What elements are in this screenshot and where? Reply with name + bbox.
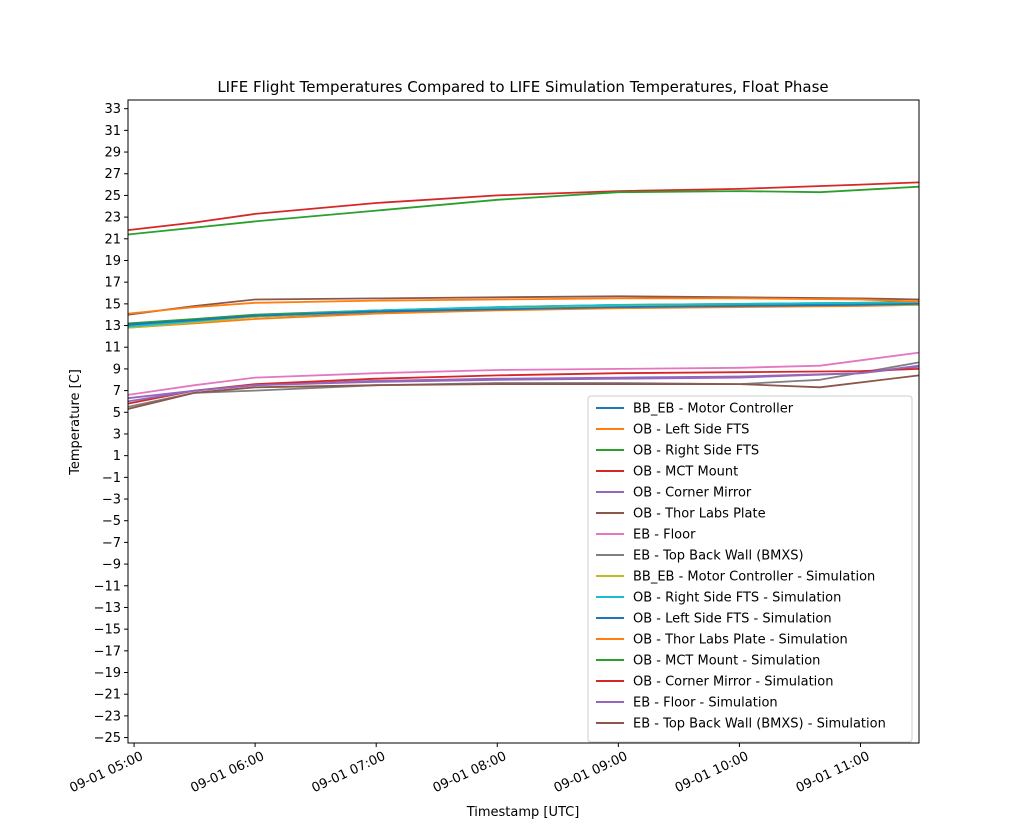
x-axis-label: Timestamp [UTC] — [466, 805, 580, 820]
x-tick-label: 09-01 09:00 — [552, 749, 630, 796]
y-tick-label: 23 — [104, 211, 121, 226]
y-tick-label: −21 — [94, 688, 121, 703]
x-tick-label: 09-01 11:00 — [794, 749, 872, 796]
y-tick-label: −15 — [94, 623, 121, 638]
y-tick-label: −23 — [94, 709, 121, 724]
y-tick-label: 5 — [113, 406, 121, 421]
series-line-6 — [127, 351, 920, 396]
y-tick-label: 17 — [104, 276, 121, 291]
x-tick-label: 09-01 08:00 — [431, 749, 509, 796]
y-tick-label: −9 — [102, 558, 121, 573]
y-tick-label: −1 — [102, 471, 121, 486]
legend-entry: EB - Top Back Wall (BMXS) — [633, 549, 804, 564]
y-tick-label: 25 — [104, 189, 121, 204]
legend-entry: OB - MCT Mount — [633, 465, 738, 480]
legend-box — [587, 395, 913, 743]
legend-entry: OB - Right Side FTS — [633, 444, 759, 459]
legend-entry: OB - MCT Mount - Simulation — [633, 654, 820, 669]
legend-entry: OB - Thor Labs Plate - Simulation — [633, 633, 848, 648]
legend-entry: EB - Floor - Simulation — [633, 696, 778, 711]
y-axis: −25−23−21−19−17−15−13−11−9−7−5−3−1135791… — [94, 102, 128, 746]
y-tick-label: 21 — [104, 232, 121, 247]
chart-title: LIFE Flight Temperatures Compared to LIF… — [217, 78, 828, 96]
y-tick-label: 7 — [113, 384, 121, 399]
y-tick-label: 19 — [104, 254, 121, 269]
y-tick-label: 15 — [104, 297, 121, 312]
x-tick-label: 09-01 10:00 — [673, 749, 751, 796]
series-line-5 — [127, 295, 920, 316]
series-line-10 — [127, 303, 920, 326]
legend-entry: OB - Corner Mirror — [633, 486, 752, 501]
series-line-7 — [127, 361, 920, 408]
y-tick-label: −7 — [102, 536, 121, 551]
legend-entry: OB - Left Side FTS — [633, 423, 749, 438]
y-tick-label: −19 — [94, 666, 121, 681]
legend-entry: OB - Left Side FTS - Simulation — [633, 612, 832, 627]
series-layer — [127, 181, 920, 410]
plot-frame — [127, 99, 920, 744]
series-line-1 — [127, 304, 920, 329]
y-tick-label: 3 — [113, 427, 121, 442]
series-line-14 — [127, 364, 920, 403]
y-tick-label: 33 — [104, 102, 121, 117]
series-line-11 — [127, 297, 920, 315]
series-line-3 — [127, 181, 920, 231]
legend-entry: EB - Floor — [633, 528, 696, 543]
legend-entry: BB_EB - Motor Controller — [633, 402, 794, 417]
x-tick-label: 09-01 05:00 — [67, 749, 145, 796]
y-tick-label: 27 — [104, 167, 121, 182]
y-tick-label: −13 — [94, 601, 121, 616]
x-tick-label: 09-01 07:00 — [310, 749, 388, 796]
legend-entry: OB - Thor Labs Plate — [633, 507, 766, 522]
y-tick-label: −25 — [94, 731, 121, 746]
x-axis: 09-01 05:00 09-01 06:00 09-01 07:00 09-01 0… — [67, 743, 872, 796]
y-tick-label: 9 — [113, 362, 121, 377]
y-tick-label: −11 — [94, 579, 121, 594]
x-tick-label: 09-01 06:00 — [189, 749, 267, 796]
y-axis-label: Temperature [C] — [68, 369, 83, 476]
y-tick-label: 11 — [104, 341, 121, 356]
legend-entry: OB - Corner Mirror - Simulation — [633, 675, 833, 690]
y-tick-label: 29 — [104, 146, 121, 161]
legend-entry: BB_EB - Motor Controller - Simulation — [633, 570, 875, 585]
series-line-12 — [127, 185, 920, 236]
series-line-15 — [127, 374, 920, 410]
y-tick-label: −3 — [102, 493, 121, 508]
y-tick-label: 31 — [104, 124, 121, 139]
legend-entry: EB - Top Back Wall (BMXS) - Simulation — [633, 717, 886, 732]
y-tick-label: −17 — [94, 644, 121, 659]
y-tick-label: 13 — [104, 319, 121, 334]
legend: BB_EB - Motor Controller OB - Left Side F… — [587, 395, 913, 743]
legend-entry: OB - Right Side FTS - Simulation — [633, 591, 841, 606]
y-tick-label: 1 — [113, 449, 121, 464]
y-tick-label: −5 — [102, 514, 121, 529]
